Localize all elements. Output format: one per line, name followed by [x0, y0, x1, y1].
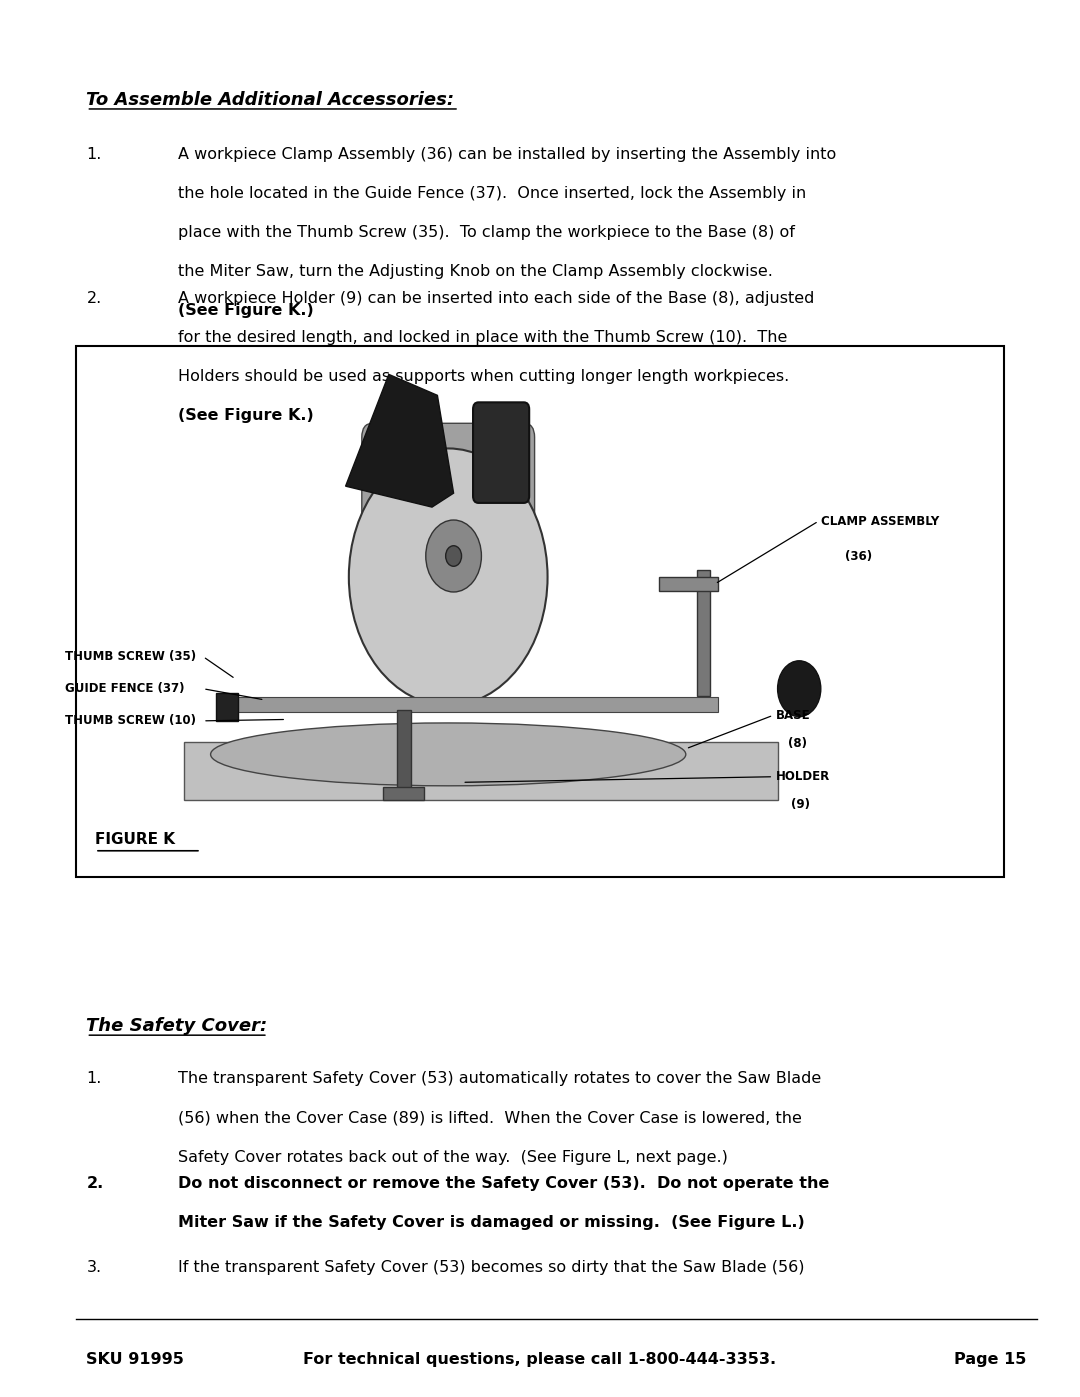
Text: If the transparent Safety Cover (53) becomes so dirty that the Saw Blade (56): If the transparent Safety Cover (53) bec… — [178, 1260, 805, 1275]
Text: THUMB SCREW (35): THUMB SCREW (35) — [65, 650, 195, 664]
Text: (See Figure K.): (See Figure K.) — [178, 408, 314, 423]
Text: CLAMP ASSEMBLY: CLAMP ASSEMBLY — [821, 514, 939, 528]
Text: place with the Thumb Screw (35).  To clamp the workpiece to the Base (8) of: place with the Thumb Screw (35). To clam… — [178, 225, 795, 240]
Bar — [659, 577, 718, 591]
Text: FIGURE K: FIGURE K — [95, 831, 175, 847]
FancyBboxPatch shape — [362, 423, 535, 605]
Bar — [76, 346, 1004, 877]
Text: (8): (8) — [788, 736, 808, 750]
Text: (36): (36) — [845, 549, 872, 563]
Polygon shape — [346, 374, 454, 507]
Text: A workpiece Holder (9) can be inserted into each side of the Base (8), adjusted: A workpiece Holder (9) can be inserted i… — [178, 291, 814, 306]
Text: for the desired length, and locked in place with the Thumb Screw (10).  The: for the desired length, and locked in pl… — [178, 330, 787, 345]
Bar — [383, 787, 424, 800]
Text: 2.: 2. — [86, 291, 102, 306]
Text: (See Figure K.): (See Figure K.) — [178, 303, 314, 319]
Text: THUMB SCREW (10): THUMB SCREW (10) — [65, 714, 195, 728]
Text: (56) when the Cover Case (89) is lifted.  When the Cover Case is lowered, the: (56) when the Cover Case (89) is lifted.… — [178, 1111, 802, 1126]
Text: 3.: 3. — [86, 1260, 102, 1275]
Bar — [184, 742, 778, 800]
Text: For technical questions, please call 1-800-444-3353.: For technical questions, please call 1-8… — [303, 1352, 777, 1368]
Circle shape — [446, 546, 461, 566]
Text: Safety Cover rotates back out of the way.  (See Figure L, next page.): Safety Cover rotates back out of the way… — [178, 1150, 728, 1165]
Bar — [221, 697, 718, 712]
Text: The transparent Safety Cover (53) automatically rotates to cover the Saw Blade: The transparent Safety Cover (53) automa… — [178, 1071, 822, 1087]
Text: Miter Saw if the Safety Cover is damaged or missing.  (See Figure L.): Miter Saw if the Safety Cover is damaged… — [178, 1215, 805, 1231]
Ellipse shape — [211, 724, 686, 785]
Text: A workpiece Clamp Assembly (36) can be installed by inserting the Assembly into: A workpiece Clamp Assembly (36) can be i… — [178, 147, 836, 162]
Text: Holders should be used as supports when cutting longer length workpieces.: Holders should be used as supports when … — [178, 369, 789, 384]
Text: The Safety Cover:: The Safety Cover: — [86, 1017, 268, 1035]
Text: GUIDE FENCE (37): GUIDE FENCE (37) — [65, 682, 185, 696]
FancyBboxPatch shape — [473, 402, 529, 503]
Bar — [216, 693, 238, 721]
Text: HOLDER: HOLDER — [775, 770, 829, 784]
Text: BASE: BASE — [775, 708, 810, 722]
Bar — [697, 570, 710, 696]
Text: SKU 91995: SKU 91995 — [86, 1352, 185, 1368]
Circle shape — [778, 661, 821, 717]
Text: the hole located in the Guide Fence (37).  Once inserted, lock the Assembly in: the hole located in the Guide Fence (37)… — [178, 186, 807, 201]
Text: 1.: 1. — [86, 1071, 102, 1087]
Text: the Miter Saw, turn the Adjusting Knob on the Clamp Assembly clockwise.: the Miter Saw, turn the Adjusting Knob o… — [178, 264, 773, 279]
Text: 2.: 2. — [86, 1176, 104, 1192]
Text: Do not disconnect or remove the Safety Cover (53).  Do not operate the: Do not disconnect or remove the Safety C… — [178, 1176, 829, 1192]
Text: 1.: 1. — [86, 147, 102, 162]
Circle shape — [426, 520, 482, 592]
Bar — [397, 710, 411, 793]
Text: (9): (9) — [791, 798, 810, 812]
Text: To Assemble Additional Accessories:: To Assemble Additional Accessories: — [86, 91, 455, 109]
Text: Page 15: Page 15 — [954, 1352, 1026, 1368]
Circle shape — [349, 448, 548, 705]
